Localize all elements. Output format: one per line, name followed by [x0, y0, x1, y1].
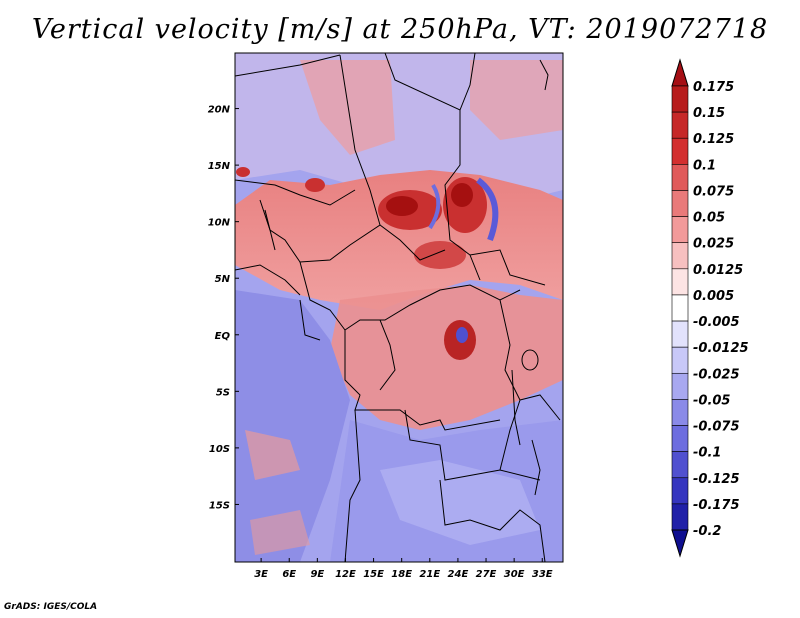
colorbar-swatch — [671, 85, 689, 113]
colorbar-label: -0.025 — [693, 367, 740, 382]
lon-tick-label: 12E — [335, 569, 356, 580]
colorbar-swatch — [671, 111, 689, 139]
lat-tick-label: 15S — [209, 500, 230, 511]
lat-tick-label: 20N — [208, 105, 231, 116]
colorbar-label: 0.1 — [693, 158, 716, 173]
colorbar-label: 0.15 — [693, 106, 725, 121]
colorbar-swatch — [671, 268, 689, 296]
colorbar-swatch — [671, 137, 689, 165]
colorbar-swatch — [671, 294, 689, 322]
colorbar-label: 0.125 — [693, 132, 734, 147]
lon-tick-label: 6E — [282, 569, 296, 580]
colorbar-swatch — [671, 372, 689, 400]
colorbar-swatch — [671, 399, 689, 426]
lon-tick-label: 30E — [504, 569, 525, 580]
colorbar-swatch — [671, 216, 689, 244]
grads-credit: GrADS: IGES/COLA — [4, 602, 98, 612]
lat-tick-label: 10N — [208, 218, 231, 229]
colorbar-label: 0.075 — [693, 184, 734, 199]
colorbar: 0.175 0.15 0.125 0.1 0.075 0.05 0.025 0.0125 0.0… — [671, 58, 749, 558]
colorbar-label: 0.05 — [693, 211, 725, 226]
lon-tick-label: 21E — [419, 569, 440, 580]
velocity-field — [235, 53, 563, 562]
colorbar-swatch — [671, 190, 689, 217]
lat-tick-label: 15N — [208, 161, 231, 172]
colorbar-label: -0.2 — [693, 524, 721, 539]
colorbar-label: 0.0125 — [693, 263, 743, 278]
colorbar-label: -0.005 — [693, 315, 740, 330]
lon-tick-label: 9E — [310, 569, 324, 580]
lon-tick-label: 27E — [476, 569, 497, 580]
lon-tick-label: 3E — [254, 569, 268, 580]
colorbar-label: -0.1 — [693, 446, 721, 461]
colorbar-swatch — [671, 425, 689, 452]
colorbar-label: -0.0125 — [693, 341, 749, 356]
lon-tick-label: 24E — [448, 569, 469, 580]
chart-title: Vertical velocity [m/s] at 250hPa, VT: 2… — [31, 14, 769, 45]
colorbar-label: -0.05 — [693, 393, 730, 408]
map-frame — [234, 52, 564, 563]
colorbar-swatch — [671, 503, 689, 531]
colorbar-swatch — [671, 451, 689, 479]
lat-tick-label: EQ — [215, 331, 231, 342]
colorbar-label: 0.005 — [693, 289, 734, 304]
colorbar-label: 0.175 — [693, 80, 734, 95]
colorbar-label: -0.175 — [693, 498, 740, 513]
colorbar-swatch — [671, 477, 689, 505]
colorbar-label: -0.075 — [693, 420, 740, 435]
lat-tick-label: 5N — [215, 274, 231, 285]
lon-tick-label: 18E — [391, 569, 412, 580]
longitude-axis: 3E 6E 9E 12E 15E 18E 21E 24E 27E 30E 33E — [254, 558, 553, 580]
lon-tick-label: 33E — [532, 569, 553, 580]
lon-tick-label: 15E — [363, 569, 384, 580]
colorbar-top-arrow — [671, 58, 689, 87]
colorbar-label: -0.125 — [693, 472, 740, 487]
colorbar-swatch — [671, 320, 689, 348]
latitude-axis: 20N 15N 10N 5N EQ 5S 10S 15S — [208, 105, 239, 511]
lat-tick-label: 10S — [209, 444, 230, 455]
colorbar-swatch — [671, 242, 689, 270]
colorbar-swatch — [671, 164, 689, 191]
colorbar-bottom-arrow — [671, 529, 689, 558]
colorbar-label: 0.025 — [693, 237, 734, 252]
lat-tick-label: 5S — [216, 387, 230, 398]
colorbar-swatch — [671, 346, 689, 374]
